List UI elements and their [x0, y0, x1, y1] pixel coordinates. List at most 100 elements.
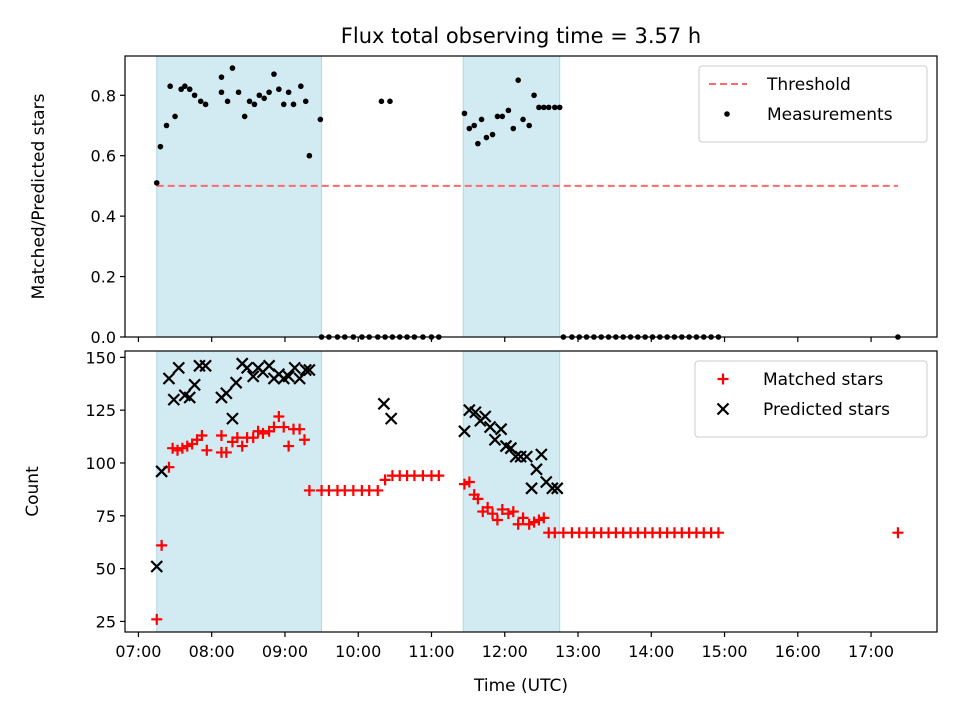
data-point-predicted-stars: [509, 450, 523, 463]
data-point-matched-stars: [273, 410, 285, 422]
data-point-measurements: [285, 89, 292, 96]
data-point-measurements: [494, 113, 501, 120]
data-point-predicted-stars: [478, 410, 492, 423]
data-point-matched-stars: [379, 474, 391, 486]
data-point-matched-stars: [236, 440, 248, 452]
data-point-matched-stars: [528, 516, 540, 528]
data-point-predicted-stars: [550, 482, 564, 495]
data-point-measurements: [153, 180, 160, 186]
data-point-predicted-stars: [488, 433, 502, 447]
data-point-measurements: [157, 143, 164, 150]
legend-label: Predicted stars: [763, 400, 890, 420]
data-point-matched-stars: [298, 434, 310, 446]
data-point-measurements: [167, 83, 173, 90]
data-point-matched-stars: [458, 478, 470, 490]
data-point-matched-stars: [257, 427, 269, 439]
data-point-matched-stars: [247, 432, 259, 444]
data-point-matched-stars: [538, 512, 550, 524]
data-point-matched-stars: [533, 514, 545, 526]
legend: Threshold Measurements: [698, 65, 928, 143]
axes-frame: [124, 55, 938, 338]
data-point-measurements: [235, 89, 242, 96]
data-point-measurements: [182, 83, 188, 90]
data-point-matched-stars: [712, 527, 724, 539]
data-point-measurements: [466, 125, 473, 132]
data-point-predicted-stars: [188, 378, 201, 392]
y-tick-label: 0.2: [91, 268, 116, 287]
data-point-predicted-stars: [162, 372, 176, 385]
x-tick-label: 08:00: [189, 642, 235, 661]
data-point-measurements: [515, 77, 521, 83]
x-tick-label: 09:00: [262, 642, 308, 661]
x-tick-label: 15:00: [701, 642, 747, 661]
data-point-measurements: [224, 98, 231, 105]
data-point-matched-stars: [278, 421, 290, 433]
data-point-predicted-stars: [494, 422, 508, 436]
data-point-measurements: [510, 125, 517, 132]
shaded-interval-2: [462, 350, 561, 633]
data-point-measurements: [541, 104, 547, 111]
data-point-predicted-stars: [220, 386, 233, 400]
x-tick-label: 10:00: [335, 642, 381, 661]
data-point-measurements: [387, 98, 393, 105]
data-point-predicted-stars: [546, 482, 559, 495]
data-point-matched-stars: [220, 446, 232, 458]
data-point-matched-stars: [172, 444, 184, 456]
data-point-measurements: [218, 89, 225, 96]
data-point-predicted-stars: [530, 463, 543, 476]
x-tick-label: 07:00: [115, 642, 161, 661]
y-tick-label: 150: [85, 348, 116, 367]
data-point-matched-stars: [523, 518, 535, 530]
data-point-matched-stars: [196, 430, 208, 442]
data-point-predicted-stars: [303, 363, 316, 377]
data-point-predicted-stars: [226, 412, 239, 425]
data-point-measurements: [483, 134, 490, 141]
data-point-measurements: [202, 101, 209, 108]
x-tick-label: 17:00: [848, 642, 894, 661]
data-point-predicted-stars: [240, 361, 254, 375]
data-point-predicted-stars: [199, 359, 212, 373]
data-point-measurements: [290, 101, 297, 108]
x-tick-label: 11:00: [408, 642, 454, 661]
data-point-measurements: [261, 95, 268, 102]
data-point-matched-stars: [176, 442, 188, 454]
x-tick-label: 13:00: [555, 642, 601, 661]
legend-box: [694, 360, 928, 438]
y-tick-label: 0.4: [91, 207, 116, 226]
data-point-predicted-stars: [377, 397, 391, 411]
axes-frame: [124, 350, 938, 633]
data-point-measurements: [298, 83, 304, 90]
data-point-matched-stars: [372, 484, 384, 496]
data-point-predicted-stars: [483, 420, 497, 434]
legend-label: Threshold: [766, 75, 851, 95]
data-point-predicted-stars: [288, 361, 302, 375]
data-point-matched-stars: [512, 518, 524, 530]
data-point-predicted-stars: [384, 412, 398, 425]
data-point-measurements: [499, 113, 506, 120]
x-tick-label: 16:00: [775, 642, 821, 661]
data-point-measurements: [317, 116, 324, 123]
data-point-matched-stars: [482, 501, 494, 513]
data-point-measurements: [378, 98, 385, 105]
data-point-matched-stars: [268, 421, 280, 433]
data-point-matched-stars: [507, 506, 519, 518]
data-point-predicted-stars: [167, 393, 181, 406]
data-point-predicted-stars: [282, 370, 295, 383]
data-point-measurements: [475, 140, 481, 147]
data-point-matched-stars: [252, 425, 264, 437]
data-point-predicted-stars: [150, 560, 164, 573]
y-tick-label: 0.0: [91, 328, 116, 347]
x-tick-label: 14:00: [628, 642, 674, 661]
data-point-matched-stars: [517, 512, 529, 524]
data-point-measurements: [556, 104, 563, 111]
data-point-measurements: [471, 122, 478, 129]
data-point-measurements: [246, 98, 253, 105]
count-panel: 25 50 75 100 125 150 07:00 08:00 09:00 10:00 11:00…: [23, 348, 938, 661]
data-point-matched-stars: [201, 444, 213, 456]
data-point-measurements: [520, 116, 526, 123]
data-point-predicted-stars: [246, 370, 260, 383]
data-point-predicted-stars: [172, 361, 186, 375]
shaded-interval-1: [156, 55, 323, 338]
data-point-measurements: [186, 86, 193, 93]
